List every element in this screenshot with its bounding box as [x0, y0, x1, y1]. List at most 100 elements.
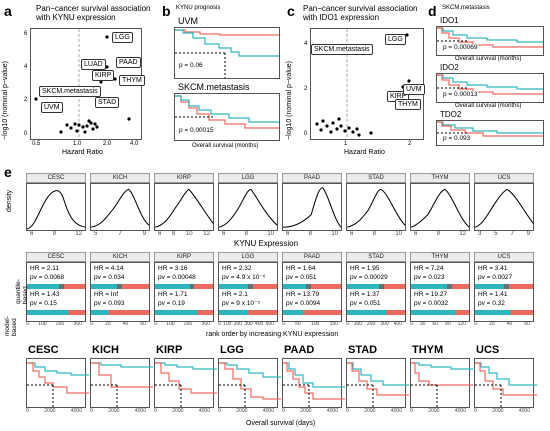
rank-bar-high-q — [63, 284, 85, 289]
a-ytick-3: 6 — [24, 31, 28, 37]
density-xlabel: KYNU Expression — [234, 239, 299, 248]
rank-bar-low-q — [155, 284, 190, 289]
a-xtick-0: 0.5 — [32, 141, 41, 147]
panel-c-ylabel: −log10 (nominal p−value) — [286, 61, 293, 140]
km-xticks-kirp: 0 2000 4000 — [154, 408, 210, 414]
hr-quantile: HR = 3.41 — [478, 265, 508, 272]
pv-quantile: pv = 0.0068 — [30, 274, 65, 281]
km-title-kich: KICH — [92, 344, 119, 356]
rank-xtick: 300 — [73, 321, 82, 327]
rank-xtick: 60 — [140, 321, 146, 327]
km-xticks-stad: 0 2000 4000 — [346, 408, 402, 414]
rank-xtick: 60 — [432, 321, 438, 327]
km-plot-stad — [346, 358, 409, 408]
density-curve-paad — [282, 187, 342, 228]
km-plot-kirp — [154, 358, 217, 408]
panel-a-xlabel: Hazard Ratio — [62, 149, 103, 156]
rank-bar-low-m — [91, 310, 109, 315]
rank-bar-low-q — [411, 284, 447, 289]
km-curves-cesc — [27, 362, 89, 407]
tag-lgg-c: LGG — [385, 34, 406, 45]
rank-bar-low-m — [411, 310, 455, 315]
tag-stad: STAD — [95, 97, 120, 108]
rank-strip-thym: THYM — [410, 252, 470, 262]
rank-bar-low-m — [283, 310, 304, 315]
rank-xticks-paad: 0 50 100 150 — [282, 321, 338, 327]
km-plot-kich — [90, 358, 153, 408]
km-curves-thym — [411, 362, 473, 407]
km-ido2-pvalue: p = 0.00013 — [443, 91, 478, 99]
rank-plot-stad: HR = 1.95 pv = 0.00029 HR = 1.37 pv = 0.… — [346, 262, 406, 322]
tag-uvm-c: UVM — [403, 84, 425, 95]
density-strip-cesc: CESC — [26, 173, 86, 183]
km-uvm-plot: p = 0.06 — [174, 27, 280, 79]
density-xticks-kich: 5 7 9 — [94, 231, 146, 238]
hr-model: HR = 19.27 — [414, 291, 448, 298]
rank-plot-kich: HR = 4.14 pv = 0.034 HR = Inf pv = 0.093 — [90, 262, 150, 322]
rank-bar-high-m — [108, 310, 149, 315]
rank-bar-high-q — [383, 284, 405, 289]
panel-e-label: e — [4, 164, 12, 180]
density-strip-kirp: KIRP — [154, 173, 214, 183]
rank-bar-mid-q — [446, 284, 452, 289]
rank-bar-high-m — [248, 310, 277, 315]
density-xtick: 6 — [286, 231, 290, 237]
density-xticks-lgg: 6 8 10 — [222, 231, 274, 238]
rank-xtick: 150 — [329, 321, 338, 327]
a-xtick-2: 2.0 — [103, 141, 112, 147]
rank-bar-high-m — [509, 310, 533, 315]
density-plot-paad — [282, 183, 342, 231]
tag-thym: THYM — [119, 75, 145, 86]
density-xtick: 8 — [308, 231, 312, 237]
rank-xtick: 100 — [353, 321, 363, 327]
rank-bar-mid-q — [248, 284, 253, 289]
km-skcm-svg — [175, 95, 279, 129]
rank-xtick: 100 — [166, 321, 175, 327]
density-xtick: 3 — [478, 231, 482, 237]
density-xtick: 9 — [142, 231, 146, 237]
pv-model: pv = 0.093 — [94, 300, 125, 307]
km-xticks-cesc: 0 2000 4000 — [26, 408, 82, 414]
rank-xticks-lgg: 0 100 200 300 400 500 — [218, 321, 274, 327]
km-ido2-title: IDO2 — [440, 63, 459, 72]
rank-bar-high-m — [196, 310, 213, 315]
km-plot-lgg — [218, 358, 281, 408]
km-skcm-pvalue: p = 0.00015 — [179, 127, 214, 135]
pv-quantile: pv = 0.034 — [94, 274, 125, 281]
pv-quantile: pv = 0.00048 — [158, 274, 196, 281]
rank-bar-low-q — [91, 284, 118, 289]
pv-model: pv = 0.051 — [350, 300, 381, 307]
rank-strip-cesc: CESC — [26, 252, 86, 262]
rank-bar-mid-q — [58, 284, 64, 289]
panel-b-xlabel: Overall survival (months) — [192, 143, 259, 149]
rank-xlabel: rank order by increasing KYNU expression — [206, 331, 339, 338]
panel-c-label: c — [287, 3, 295, 19]
tag-luad: LUAD — [81, 59, 106, 70]
density-xtick: 6 — [414, 231, 418, 237]
density-xtick: 9 — [526, 231, 530, 237]
panel-a-ylabel: −log10 (nominal p−value) — [2, 61, 9, 140]
density-xtick: 7 — [118, 231, 122, 237]
km-curves-paad — [283, 362, 345, 407]
density-xtick: 10 — [331, 231, 338, 237]
km-tdo2-svg — [437, 121, 543, 137]
rank-bar-low-m — [219, 310, 248, 315]
density-plot-thym — [410, 183, 470, 231]
density-curve-thym — [410, 188, 470, 228]
rank-xtick: 0 — [346, 321, 349, 327]
rank-bar-mid-q — [306, 284, 311, 289]
rank-xtick: 0 — [282, 321, 285, 327]
rank-xtick: 30 — [419, 321, 426, 327]
density-xtick: 12 — [75, 231, 82, 237]
km-xticks-kich: 0 2000 4000 — [90, 408, 146, 414]
density-xticks-stad: 6 8 10 — [350, 231, 402, 238]
rank-bar-high-m — [454, 310, 469, 315]
density-plot-ucs — [474, 183, 534, 231]
rank-bar-high-q — [252, 284, 277, 289]
rank-bar-low-q — [475, 284, 504, 289]
density-xticks-paad: 6 8 10 — [286, 231, 338, 238]
km-ido1-pvalue: p = 0.00069 — [443, 44, 478, 52]
km-xticks-lgg: 0 2000 4000 — [218, 408, 274, 414]
panel-c-plot: SKCM.metastasis LGG KIRP UVM THYM — [310, 28, 425, 140]
rank-plot-cesc: HR = 2.11 pv = 0.0068 HR = 1.43 pv = 0.1… — [26, 262, 86, 322]
